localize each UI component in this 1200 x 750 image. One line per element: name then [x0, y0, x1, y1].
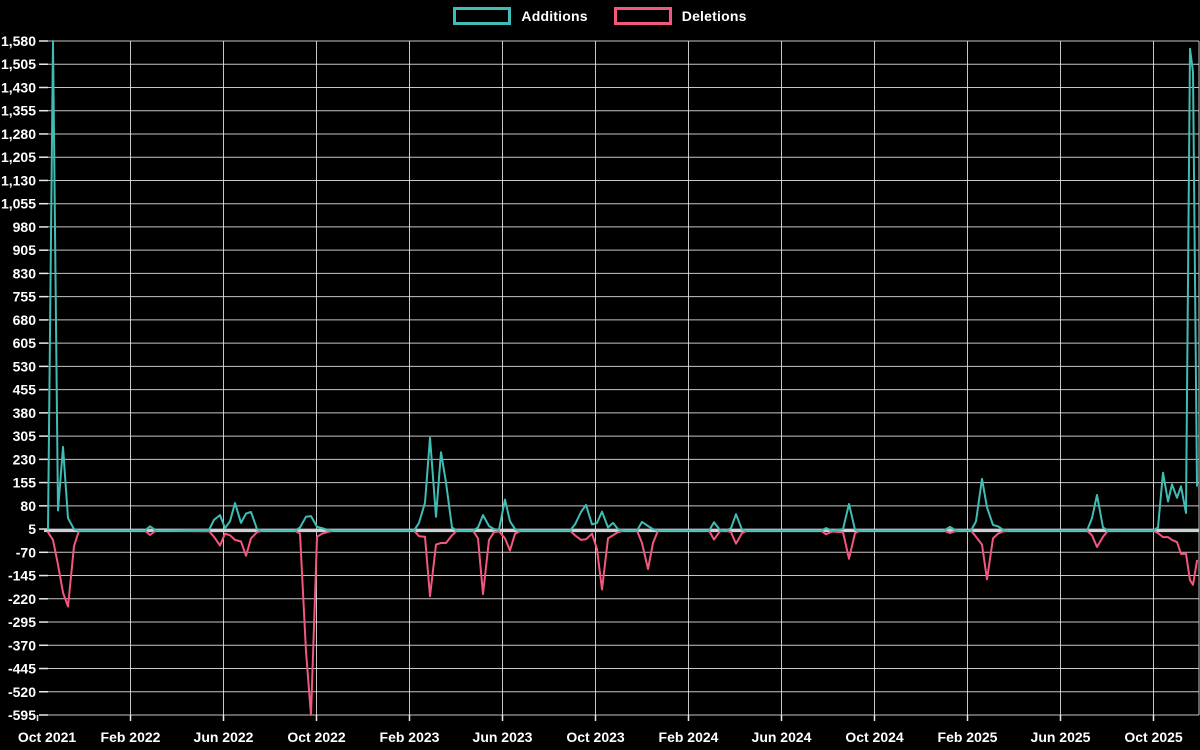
- svg-text:Oct 2023: Oct 2023: [566, 729, 625, 745]
- svg-text:-295: -295: [8, 614, 36, 630]
- y-tick-labels: 1,580 1,505 1,430 1,355 1,280 1,205 1,130 1,055…: [1, 33, 36, 723]
- x-gridlines: [36, 41, 1200, 721]
- svg-text:Oct 2024: Oct 2024: [845, 729, 904, 745]
- deletions-swatch: [613, 7, 672, 25]
- svg-text:-145: -145: [8, 568, 36, 584]
- data-series: [47, 40, 1198, 716]
- svg-text:Jun 2023: Jun 2023: [473, 729, 533, 745]
- svg-text:305: 305: [13, 428, 37, 444]
- svg-text:1,055: 1,055: [1, 196, 36, 212]
- svg-text:-445: -445: [8, 661, 36, 677]
- svg-text:605: 605: [13, 335, 37, 351]
- svg-text:5: 5: [28, 521, 36, 537]
- svg-text:1,580: 1,580: [1, 33, 36, 49]
- svg-text:Jun 2022: Jun 2022: [194, 729, 254, 745]
- svg-text:-520: -520: [8, 684, 36, 700]
- svg-text:-70: -70: [16, 544, 36, 560]
- svg-text:1,505: 1,505: [1, 56, 36, 72]
- svg-text:Jun 2025: Jun 2025: [1031, 729, 1091, 745]
- svg-text:Oct 2025: Oct 2025: [1124, 729, 1183, 745]
- svg-text:530: 530: [13, 358, 37, 374]
- svg-text:Feb 2022: Feb 2022: [101, 729, 161, 745]
- legend-label-deletions: Deletions: [681, 8, 747, 24]
- svg-text:Oct 2022: Oct 2022: [287, 729, 346, 745]
- svg-text:Feb 2023: Feb 2023: [380, 729, 440, 745]
- svg-text:1,280: 1,280: [1, 126, 36, 142]
- deletions-line: [47, 529, 1198, 716]
- svg-text:1,355: 1,355: [1, 103, 36, 119]
- svg-text:380: 380: [13, 405, 37, 421]
- legend-label-additions: Additions: [521, 8, 588, 24]
- svg-text:1,205: 1,205: [1, 149, 36, 165]
- svg-text:680: 680: [13, 312, 37, 328]
- svg-text:1,130: 1,130: [1, 172, 36, 188]
- svg-text:455: 455: [13, 382, 37, 398]
- svg-text:230: 230: [13, 451, 37, 467]
- svg-text:-220: -220: [8, 591, 36, 607]
- svg-text:Feb 2025: Feb 2025: [938, 729, 998, 745]
- svg-text:Jun 2024: Jun 2024: [752, 729, 812, 745]
- svg-text:905: 905: [13, 242, 37, 258]
- svg-text:80: 80: [20, 498, 36, 514]
- svg-text:Feb 2024: Feb 2024: [659, 729, 719, 745]
- svg-text:830: 830: [13, 265, 37, 281]
- additions-swatch: [453, 7, 512, 25]
- svg-text:755: 755: [13, 289, 37, 305]
- additions-line: [47, 40, 1198, 532]
- svg-text:1,430: 1,430: [1, 79, 36, 95]
- svg-text:-370: -370: [8, 637, 36, 653]
- x-tick-labels: Oct 2021 Feb 2022 Jun 2022 Oct 2022 Feb 2023…: [18, 729, 1183, 745]
- svg-text:-595: -595: [8, 707, 36, 723]
- y-gridlines: [39, 40, 1199, 716]
- legend-item-deletions[interactable]: Deletions: [613, 7, 747, 25]
- chart-legend: Additions Deletions: [0, 7, 1200, 25]
- svg-text:155: 155: [13, 475, 37, 491]
- svg-text:980: 980: [13, 219, 37, 235]
- legend-item-additions[interactable]: Additions: [453, 7, 588, 25]
- svg-text:Oct 2021: Oct 2021: [18, 729, 77, 745]
